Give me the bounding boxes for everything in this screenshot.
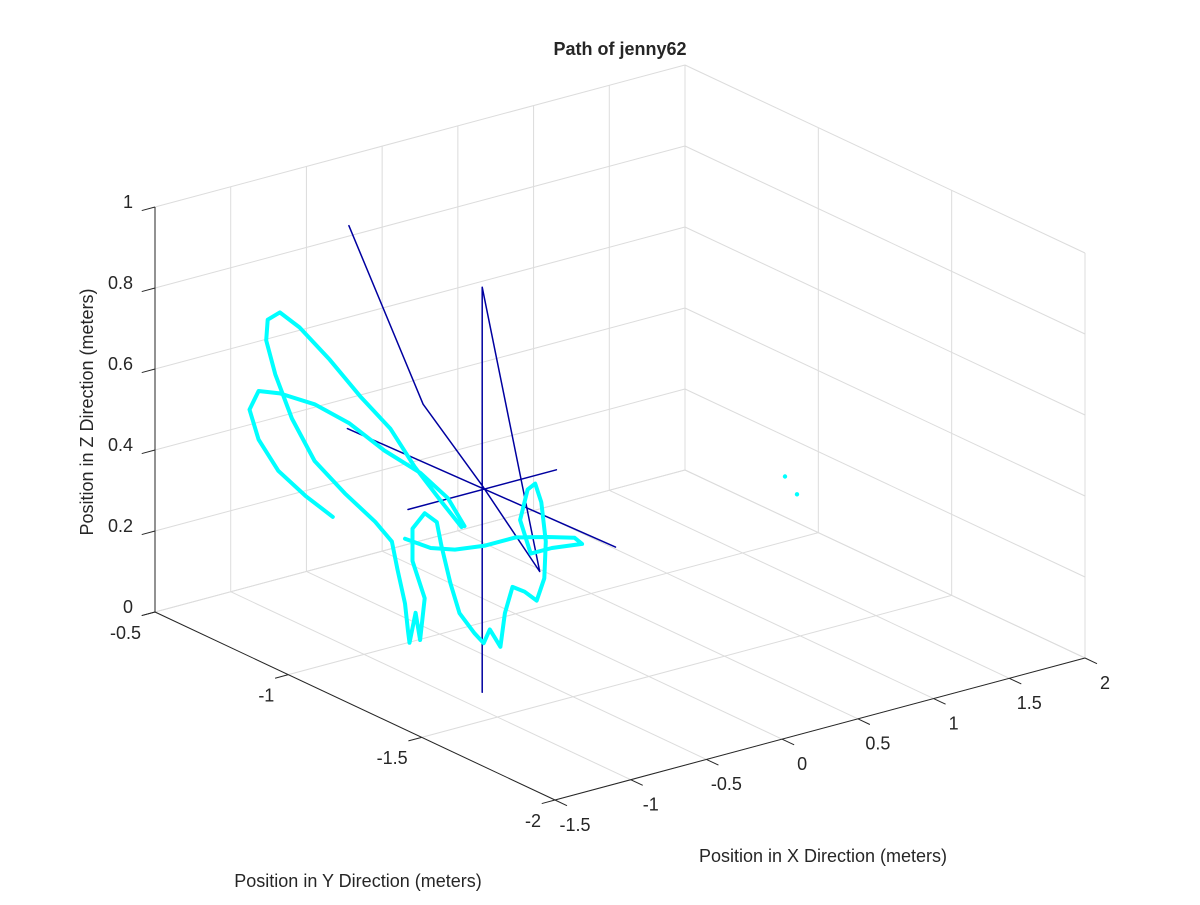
- z-tick: [141, 449, 156, 455]
- x-tick-label: 0: [797, 754, 807, 774]
- grid-line: [609, 489, 1010, 679]
- y-tick-label: -1.5: [377, 748, 408, 768]
- x-tick: [554, 799, 568, 807]
- marker: [794, 492, 800, 497]
- grid-line: [684, 307, 1086, 497]
- chart-title: Path of jenny62: [553, 39, 686, 59]
- y-axis: [154, 611, 556, 801]
- z-tick: [141, 530, 156, 536]
- y-tick: [541, 799, 556, 805]
- z-axis-label: Position in Z Direction (meters): [77, 288, 97, 535]
- grid-line: [457, 530, 859, 720]
- x-tick: [933, 698, 946, 705]
- y-tick-label: -2: [525, 811, 541, 831]
- y-tick: [408, 736, 422, 742]
- y-tick-label: -1: [258, 685, 274, 705]
- grid-line: [306, 570, 707, 760]
- z-tick: [141, 287, 156, 293]
- path-line: [346, 224, 617, 693]
- grid-line: [684, 388, 1086, 578]
- x-tick-label: -1.5: [559, 815, 590, 835]
- marker: [782, 474, 788, 479]
- grid-line: [288, 532, 819, 676]
- grid-line: [533, 510, 934, 700]
- y-tick: [274, 674, 289, 679]
- z-tick-label: 1: [123, 192, 133, 212]
- grid-line: [684, 469, 1086, 659]
- x-tick-label: -0.5: [711, 774, 742, 794]
- z-tick: [141, 368, 156, 374]
- path-line: [247, 310, 585, 649]
- y-tick-label: -0.5: [110, 623, 141, 643]
- grid-line: [684, 145, 1086, 335]
- x-tick: [706, 758, 719, 766]
- grid-line: [154, 469, 686, 613]
- x-tick: [1009, 677, 1022, 685]
- grid-line: [154, 226, 686, 370]
- grid-line: [684, 64, 1086, 254]
- grid-line: [421, 594, 952, 738]
- grid-line: [154, 145, 686, 289]
- x-tick-label: 2: [1100, 673, 1110, 693]
- x-tick-label: 1: [949, 713, 959, 733]
- grid-line: [154, 307, 686, 451]
- z-tick: [141, 611, 156, 617]
- z-tick-label: 0: [123, 597, 133, 617]
- grid-line: [684, 226, 1086, 416]
- z-tick-label: 0.8: [108, 273, 133, 293]
- x-axis-label: Position in X Direction (meters): [699, 846, 947, 866]
- z-tick-label: 0.4: [108, 435, 133, 455]
- x-tick-label: -1: [643, 794, 659, 814]
- x-tick-label: 0.5: [865, 734, 890, 754]
- x-axis: [554, 657, 1086, 801]
- x-tick-label: 1.5: [1017, 693, 1042, 713]
- grid-line: [381, 550, 783, 740]
- grid-line: [230, 591, 631, 781]
- z-tick: [141, 206, 156, 212]
- x-tick: [857, 718, 871, 725]
- x-tick: [1084, 657, 1098, 665]
- grid-line: [154, 64, 686, 208]
- y-axis-label: Position in Y Direction (meters): [234, 871, 481, 891]
- x-tick: [630, 779, 643, 786]
- z-tick-label: 0.2: [108, 516, 133, 536]
- x-tick: [781, 738, 795, 746]
- z-tick-label: 0.6: [108, 354, 133, 374]
